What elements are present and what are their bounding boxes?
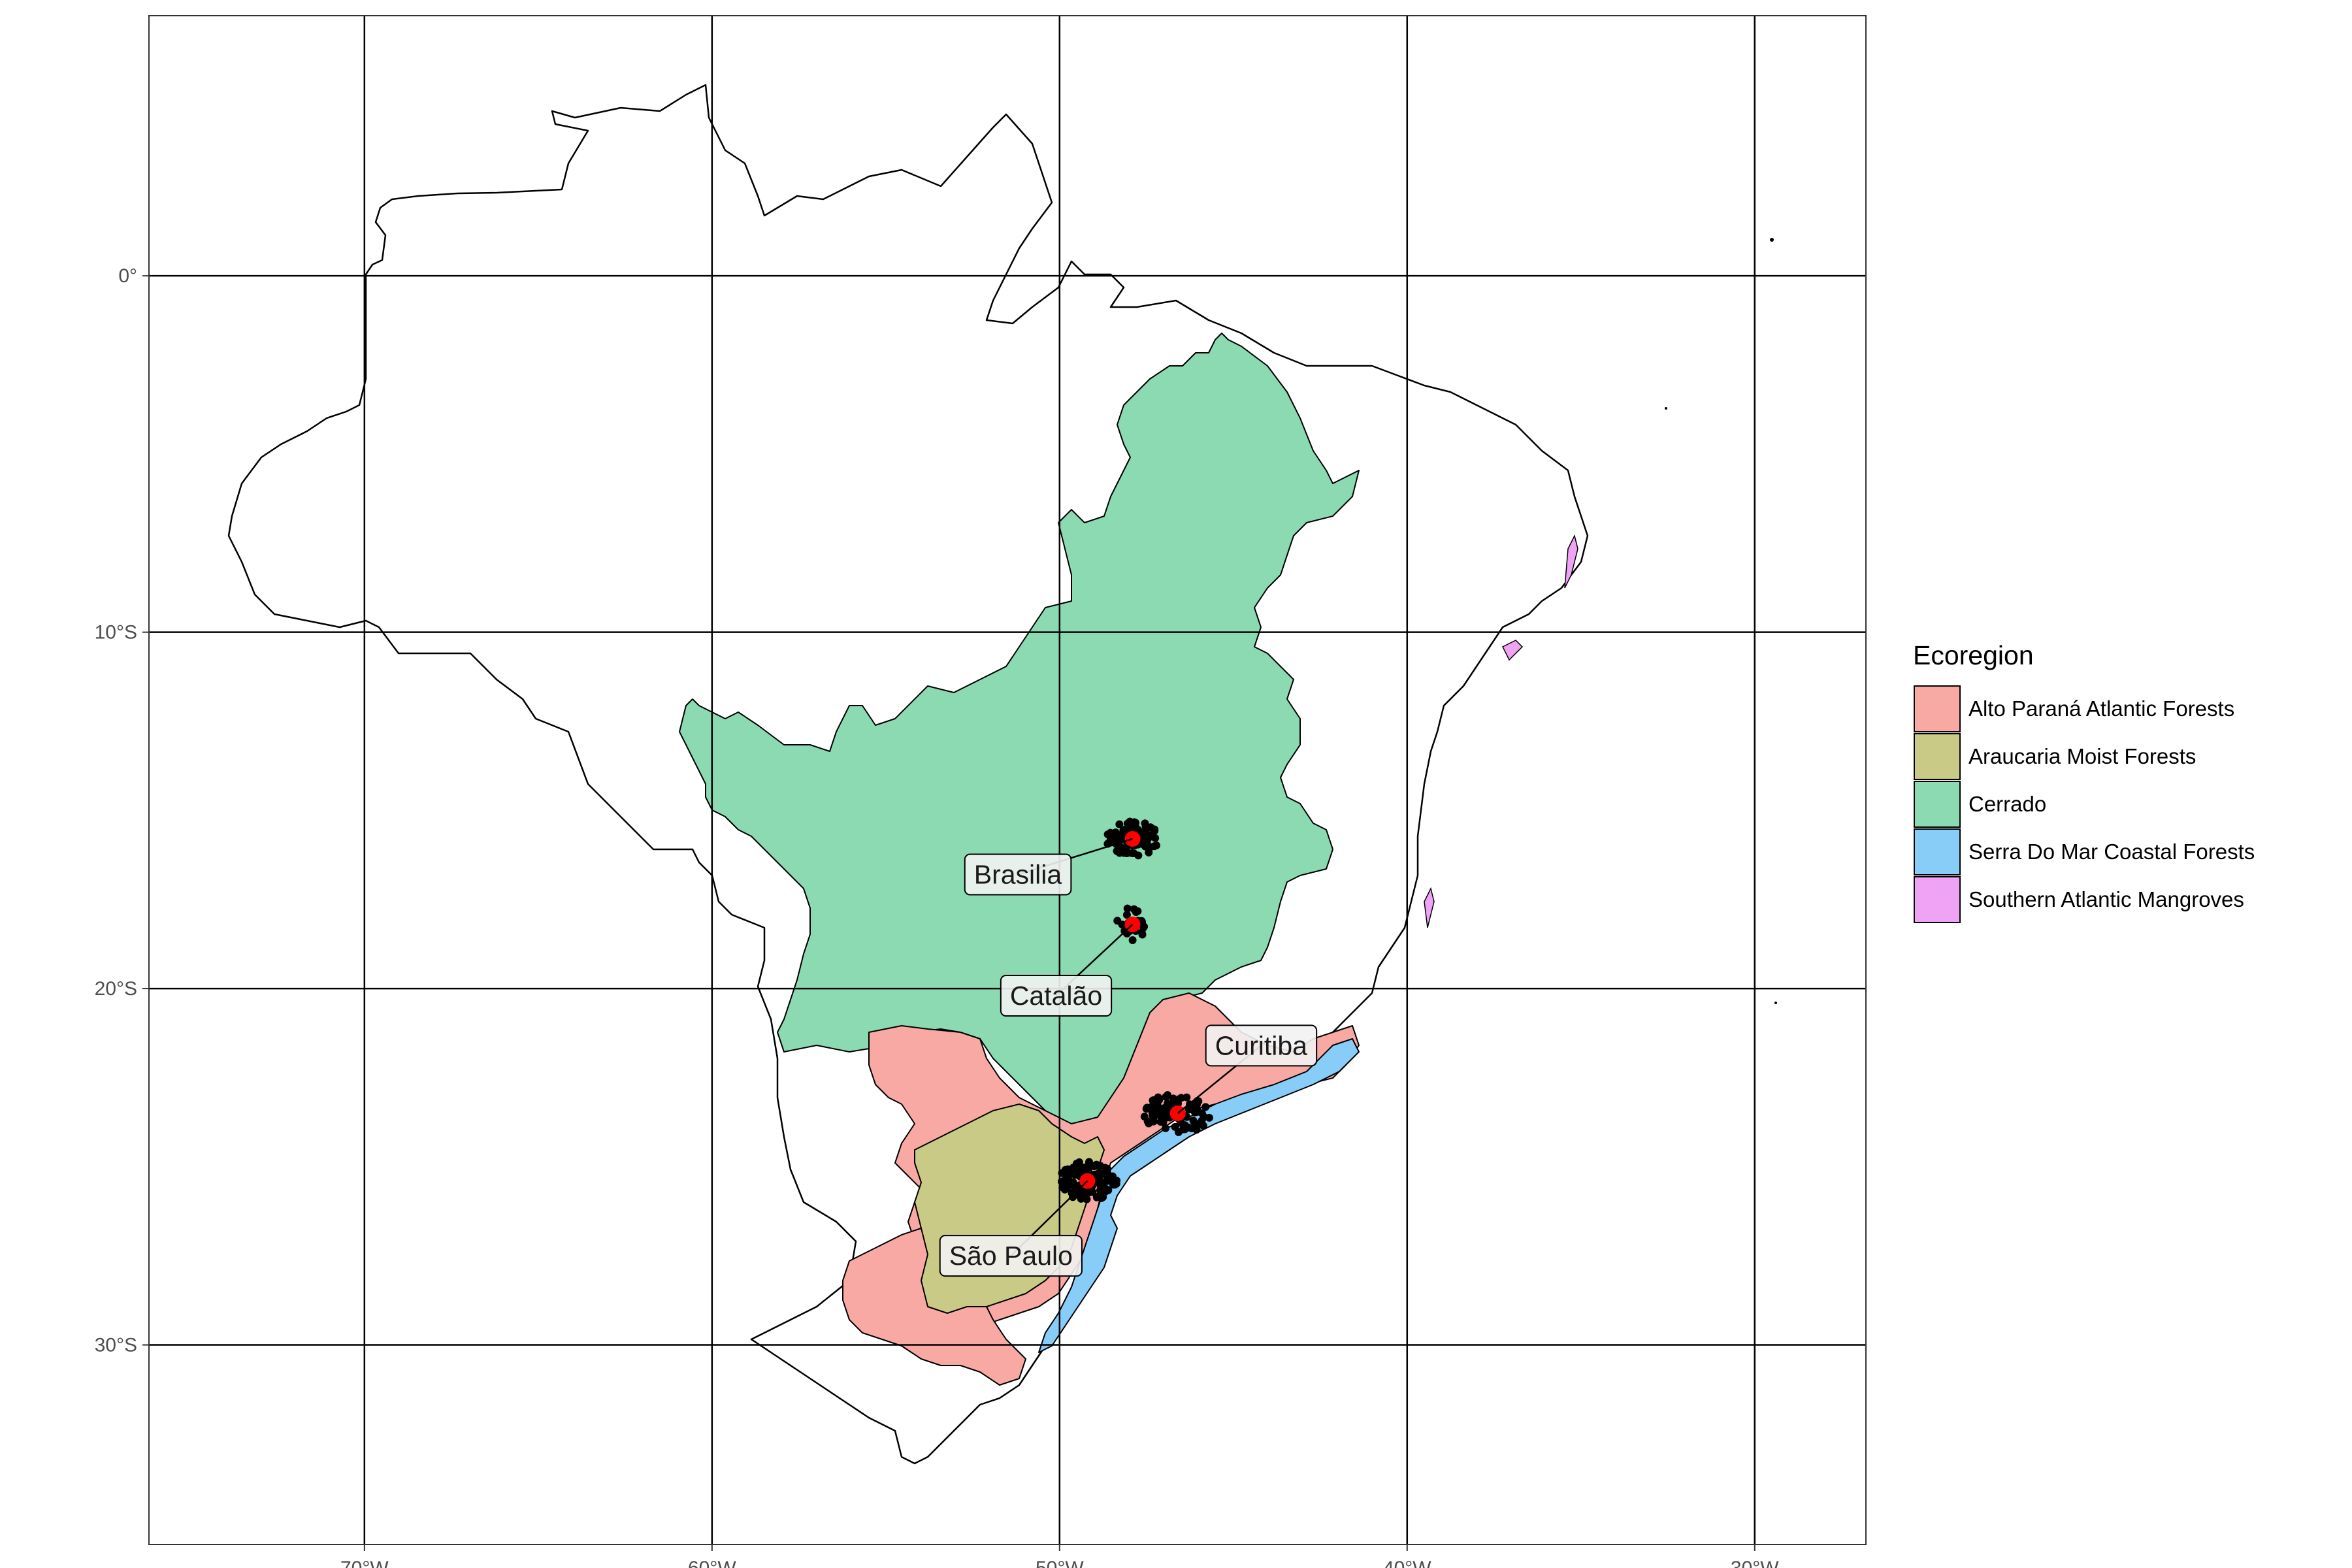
sample-point: [1085, 1188, 1093, 1197]
legend-label: Araucaria Moist Forests: [1968, 744, 2196, 768]
sample-point: [1069, 1193, 1077, 1201]
ecoregion-mangroves-1: [1564, 534, 1578, 589]
sample-point: [1113, 830, 1122, 839]
x-tick-label: 40°W: [1383, 1558, 1431, 1568]
sample-point: [1175, 1095, 1183, 1103]
sample-point: [1113, 917, 1122, 925]
axes: 70°W 60°W 50°W 40°W 30°W 0° 10°S 20°S 30°S: [95, 265, 1780, 1568]
sample-point: [1141, 842, 1149, 851]
legend-label: Serra Do Mar Coastal Forests: [1968, 840, 2255, 864]
sample-point: [1189, 1117, 1198, 1125]
sample-point: [1183, 1093, 1191, 1102]
city-label: Catalão: [1010, 981, 1102, 1011]
sample-point: [1140, 1113, 1149, 1121]
legend-label: Alto Paraná Atlantic Forests: [1968, 696, 2234, 721]
city-label-group: Brasilia: [964, 853, 1072, 896]
sample-point: [1149, 1117, 1158, 1126]
legend-swatch: [1914, 685, 1961, 732]
x-tick-label: 50°W: [1036, 1558, 1084, 1568]
legend-swatch: [1914, 828, 1961, 875]
city-label-box: [939, 1235, 1083, 1277]
sample-point: [1099, 1193, 1107, 1201]
sample-point: [1155, 1096, 1164, 1104]
sample-point: [1123, 904, 1132, 913]
ecoregion-mangroves-3: [1424, 887, 1435, 928]
sample-point: [1128, 936, 1137, 945]
sample-point: [1083, 1163, 1092, 1171]
sample-point: [1058, 1169, 1066, 1177]
sample-point: [1112, 1179, 1120, 1188]
island: [1770, 238, 1774, 242]
sample-point: [1068, 1164, 1077, 1173]
city-label-group: Catalão: [1000, 975, 1113, 1017]
sample-point: [1090, 1162, 1098, 1171]
sample-point: [1148, 832, 1156, 841]
sample-point: [1137, 928, 1146, 937]
legend: Ecoregion Alto Paraná Atlantic Forests Ar…: [1913, 640, 2255, 923]
sample-point: [1130, 905, 1138, 913]
sample-point: [1142, 1105, 1151, 1113]
sample-point: [1162, 1092, 1170, 1101]
sample-point: [1134, 851, 1143, 860]
sample-point: [1205, 1113, 1213, 1122]
sample-point: [1126, 824, 1135, 832]
sample-point: [1119, 845, 1127, 854]
legend-swatch: [1914, 876, 1961, 923]
city-label-group: Curitiba: [1205, 1024, 1318, 1067]
legend-label: Southern Atlantic Mangroves: [1968, 887, 2244, 911]
sample-point: [1162, 1124, 1170, 1132]
legend-title: Ecoregion: [1913, 640, 2034, 670]
city-labels: Brasilia Catalão Curitiba São Paulo: [939, 838, 1318, 1277]
city-label: Curitiba: [1215, 1030, 1307, 1060]
sample-point: [1196, 1119, 1204, 1128]
sample-point: [1101, 1164, 1109, 1172]
sample-point: [1092, 1171, 1101, 1180]
y-tick-label: 30°S: [95, 1335, 137, 1356]
ecoregion-cerrado: [679, 333, 1360, 1137]
sample-point: [1164, 1099, 1172, 1107]
city-label: Brasilia: [974, 860, 1062, 890]
island: [1774, 1002, 1777, 1004]
city-label-box: [964, 853, 1072, 896]
island: [1665, 407, 1667, 410]
sample-point: [1115, 820, 1124, 828]
sample-point: [1104, 1186, 1113, 1194]
sample-point: [1192, 1101, 1201, 1109]
y-tick-label: 10°S: [95, 622, 137, 644]
y-tick-label: 20°S: [95, 978, 137, 1000]
city-label-group: São Paulo: [939, 1235, 1083, 1277]
sample-point: [1113, 847, 1121, 855]
legend-swatch: [1914, 733, 1961, 780]
city-label-box: [1205, 1024, 1318, 1067]
city-label: São Paulo: [949, 1241, 1073, 1271]
legend-swatch: [1914, 781, 1961, 828]
y-tick-label: 0°: [118, 265, 137, 287]
legend-label: Cerrado: [1968, 792, 2046, 816]
sample-point: [1149, 1105, 1158, 1114]
sample-point: [1122, 911, 1131, 919]
sample-point: [1079, 1193, 1088, 1201]
sample-point: [1159, 1105, 1168, 1113]
x-tick-label: 30°W: [1731, 1558, 1779, 1568]
sample-point: [1179, 1125, 1187, 1134]
x-tick-label: 60°W: [688, 1558, 736, 1568]
sample-point: [1132, 819, 1140, 827]
ecoregion-mangroves-2: [1501, 640, 1524, 661]
sample-point: [1134, 826, 1143, 834]
city-label-box: [1000, 975, 1113, 1017]
sample-point: [1063, 1181, 1071, 1190]
x-tick-label: 70°W: [340, 1558, 389, 1568]
panel-border: [148, 15, 1867, 1545]
sample-point: [1201, 1103, 1210, 1111]
sample-point: [1092, 1193, 1101, 1201]
sample-point: [1156, 1118, 1165, 1126]
sample-point: [1163, 1113, 1171, 1122]
sample-point: [1062, 1174, 1070, 1183]
sample-point: [1147, 823, 1155, 832]
